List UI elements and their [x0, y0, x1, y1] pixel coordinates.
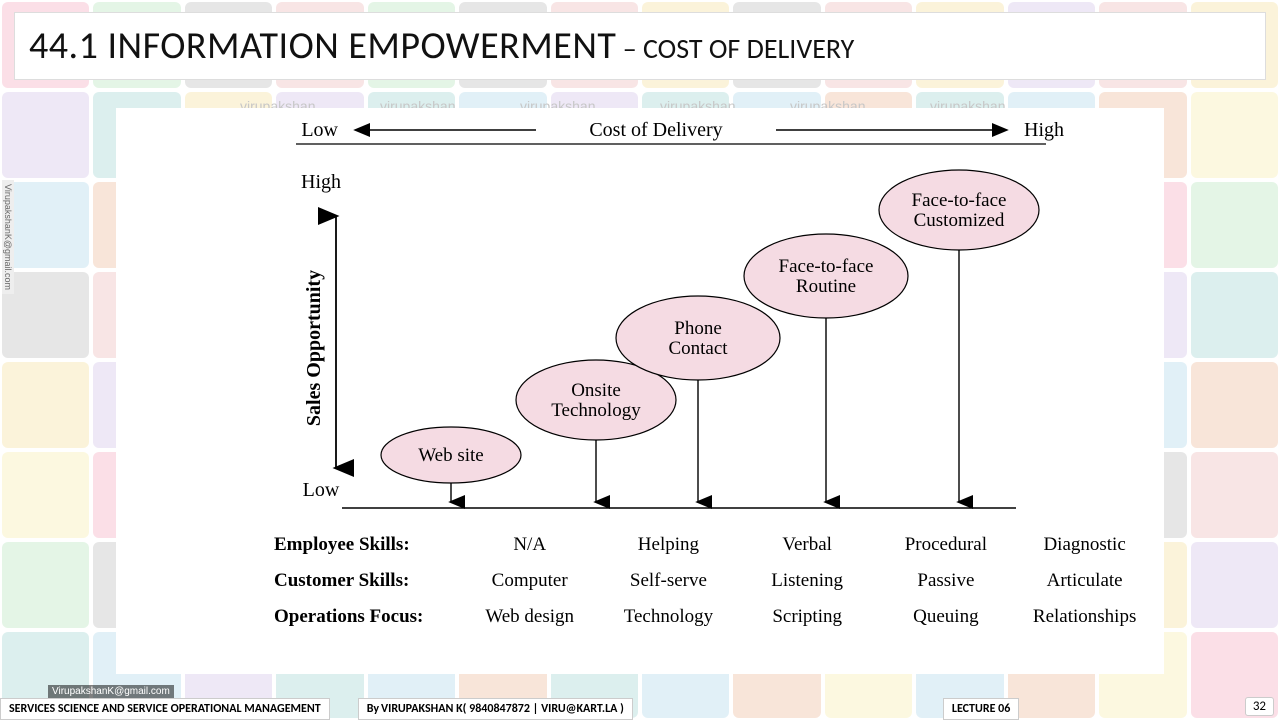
node-label-onsite-1: Technology: [551, 400, 641, 421]
node-label-f2f-routine-1: Routine: [796, 276, 856, 297]
table-cell: Relationships: [1015, 606, 1154, 628]
diagram-panel: Low Cost of Delivery High High Low Sales…: [116, 108, 1164, 674]
x-axis-label: Cost of Delivery: [589, 119, 722, 141]
footer: SERVICES SCIENCE AND SERVICE OPERATIONAL…: [0, 698, 1280, 720]
footer-left: SERVICES SCIENCE AND SERVICE OPERATIONAL…: [0, 698, 330, 720]
node-label-f2f-routine-0: Face-to-face: [779, 256, 874, 277]
table-row-header: Operations Focus:: [274, 606, 460, 628]
table-cell: Computer: [460, 570, 599, 592]
node-label-website-0: Web site: [418, 445, 483, 466]
footer-center-author: VIRUPAKSHAN K: [381, 702, 463, 716]
attributes-table: Employee Skills:N/AHelpingVerbalProcedur…: [274, 534, 1154, 642]
table-row: Customer Skills:ComputerSelf-serveListen…: [274, 570, 1154, 592]
y-axis-low: Low: [303, 479, 340, 501]
footer-center-rest: ( 9840847872 | VIRU@KART.LA ): [463, 702, 624, 716]
footer-right: LECTURE 06: [943, 698, 1019, 720]
footer-center: By VIRUPAKSHAN K ( 9840847872 | VIRU@KAR…: [358, 698, 633, 720]
table-row: Operations Focus:Web designTechnologyScr…: [274, 606, 1154, 628]
table-cell: Scripting: [738, 606, 877, 628]
table-cell: Queuing: [877, 606, 1016, 628]
table-cell: Verbal: [738, 534, 877, 556]
table-cell: Diagnostic: [1015, 534, 1154, 556]
watermark-credit: VirupakshanK@gmail.com: [48, 685, 174, 698]
table-cell: Web design: [460, 606, 599, 628]
table-cell: Passive: [877, 570, 1016, 592]
table-row-header: Employee Skills:: [274, 534, 460, 556]
table-cell: Helping: [599, 534, 738, 556]
table-cell: N/A: [460, 534, 599, 556]
x-axis-high: High: [1024, 119, 1064, 141]
x-axis: Low Cost of Delivery High: [296, 119, 1064, 144]
y-axis: High Low Sales Opportunity: [301, 171, 341, 501]
x-axis-low: Low: [301, 119, 338, 141]
table-cell: Technology: [599, 606, 738, 628]
title-bar: 44.1 INFORMATION EMPOWERMENT – COST OF D…: [14, 12, 1266, 80]
table-cell: Self-serve: [599, 570, 738, 592]
table-row: Employee Skills:N/AHelpingVerbalProcedur…: [274, 534, 1154, 556]
node-label-f2f-custom-0: Face-to-face: [912, 190, 1007, 211]
y-axis-high: High: [301, 171, 341, 193]
table-cell: Articulate: [1015, 570, 1154, 592]
node-label-phone-0: Phone: [674, 318, 722, 339]
side-credit-vertical: VirupakshanK@gmail.com: [2, 180, 14, 294]
table-row-header: Customer Skills:: [274, 570, 460, 592]
title-main: 44.1 INFORMATION EMPOWERMENT: [29, 23, 616, 69]
title-sub: – COST OF DELIVERY: [616, 31, 854, 66]
footer-center-prefix: By: [367, 702, 379, 716]
page-number: 32: [1245, 697, 1274, 716]
table-cell: Listening: [738, 570, 877, 592]
nodes-group: Web site OnsiteTechnology PhoneContact Face…: [381, 170, 1039, 502]
y-axis-label: Sales Opportunity: [303, 270, 325, 426]
node-label-phone-1: Contact: [668, 338, 728, 359]
node-label-f2f-custom-1: Customized: [914, 210, 1005, 231]
node-label-onsite-0: Onsite: [571, 380, 621, 401]
table-cell: Procedural: [877, 534, 1016, 556]
